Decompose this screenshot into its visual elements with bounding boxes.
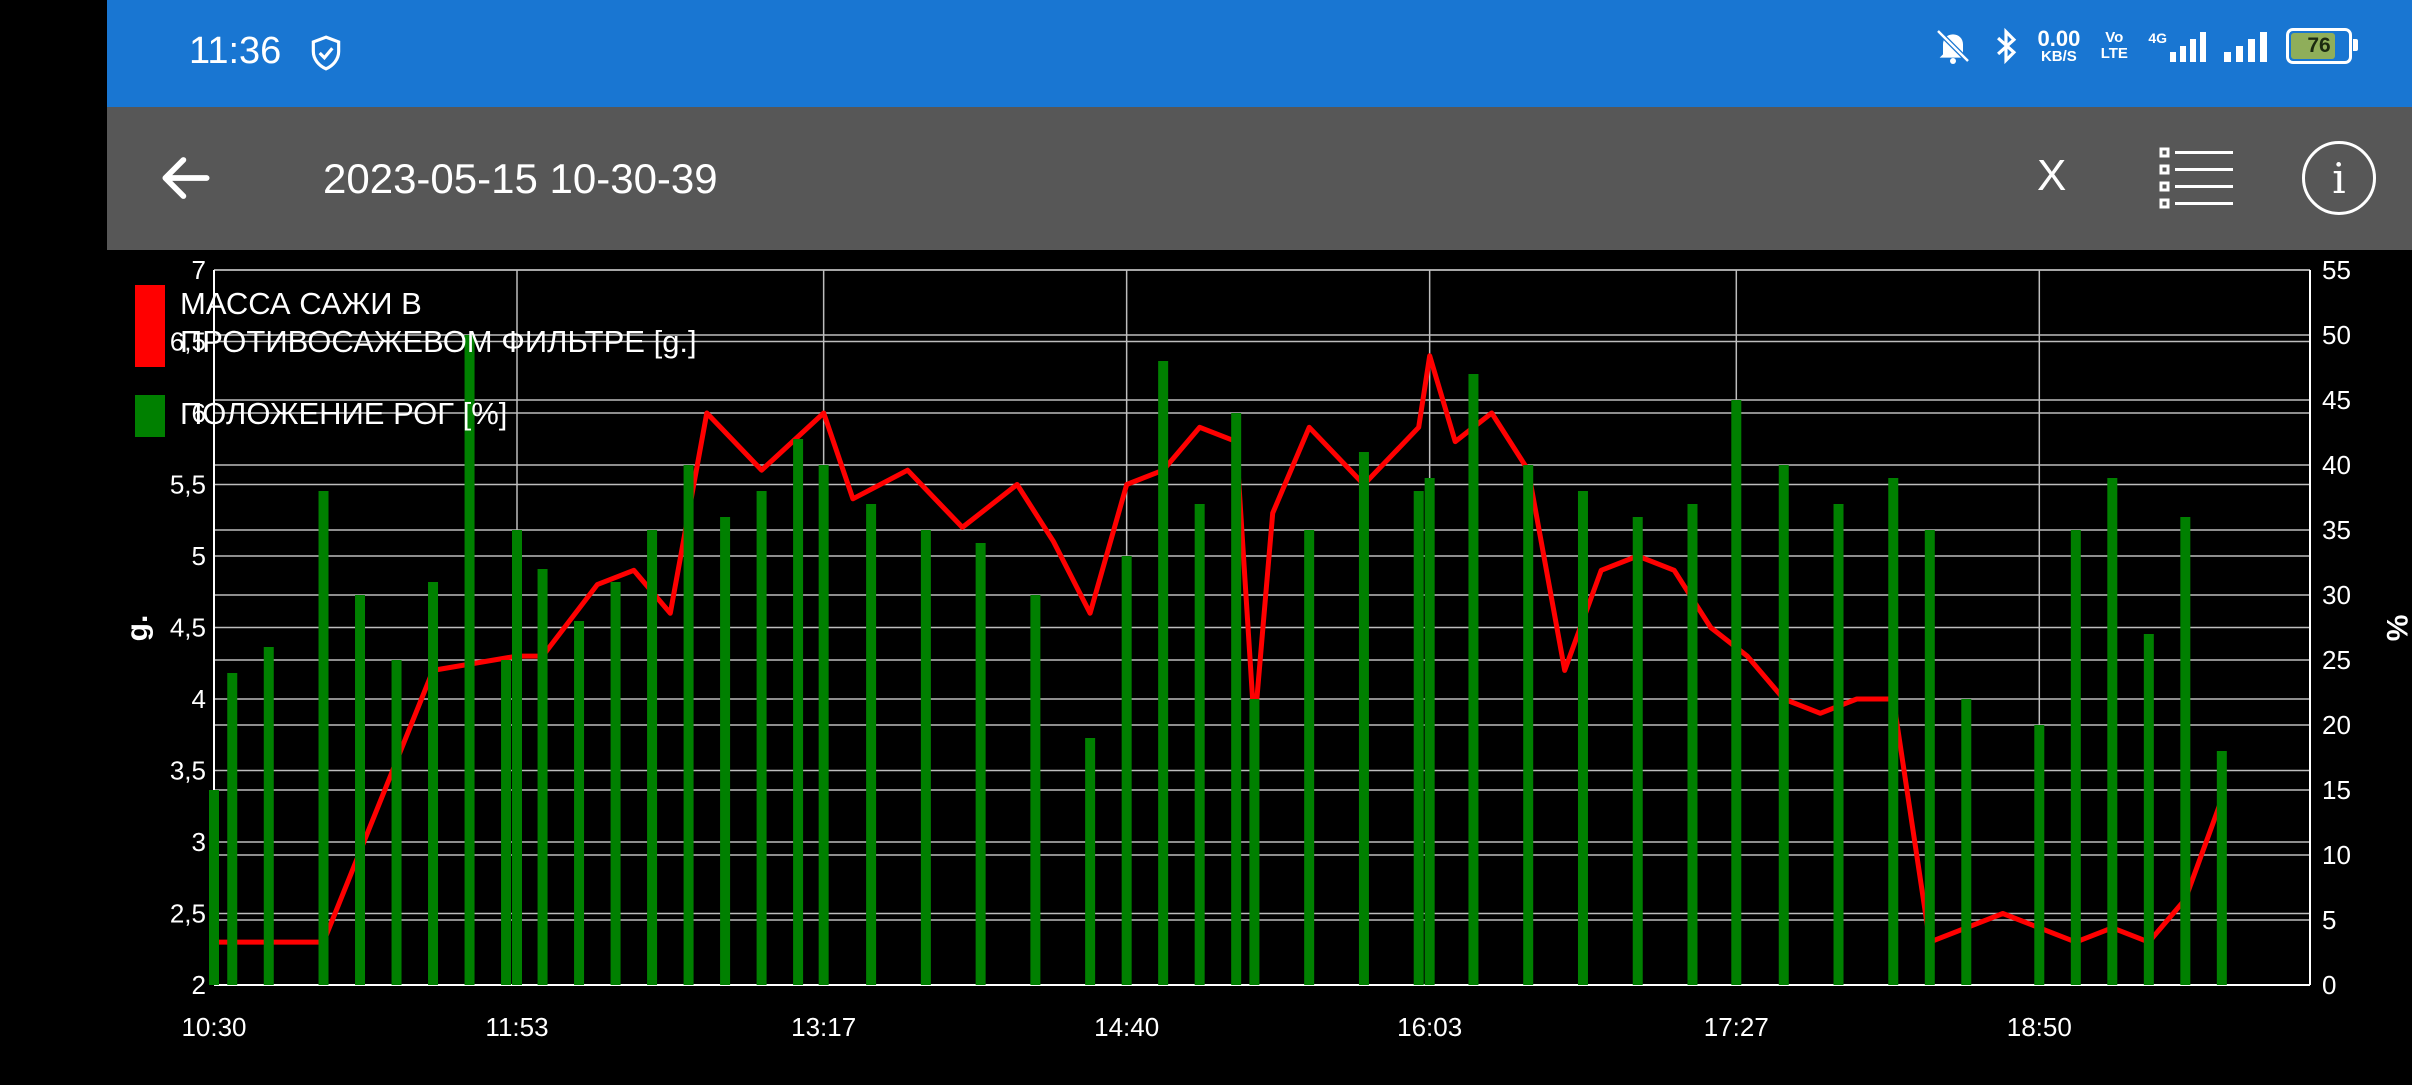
info-button[interactable]: i (2302, 141, 2376, 215)
y-right-tick-label: 15 (2322, 775, 2351, 805)
y-right-tick-label: 30 (2322, 580, 2351, 610)
y-left-tick-label: 5,5 (170, 470, 206, 500)
legend-label-soot: МАССА САЖИ В ПРОТИВОСАЖЕВОМ ФИЛЬТРЕ [g.] (180, 286, 697, 359)
y-right-tick-label: 50 (2322, 320, 2351, 350)
x-tick-label: 16:03 (1397, 1012, 1462, 1042)
series-0-line (214, 353, 2225, 945)
close-button[interactable]: X (2037, 151, 2067, 200)
line-chart[interactable]: 2 2,5 3 3,5 4 4,5 5 5,5 6 6,5 7 0 5 10 15 20 25 30 35 40 45 5… (107, 250, 2412, 1080)
y-left-tick-label: 4 (192, 684, 206, 714)
battery-indicator: 76 (2286, 28, 2358, 64)
y-right-tick-label: 20 (2322, 710, 2351, 740)
network-speed-unit: KB/S (2040, 48, 2077, 65)
back-arrow-icon[interactable] (155, 147, 217, 209)
y-right-tick-label: 40 (2322, 450, 2351, 480)
y-left-tick-label: 4,5 (170, 613, 206, 643)
info-icon: i (2332, 153, 2346, 203)
legend-item-soot: МАССА САЖИ В ПРОТИВОСАЖЕВОМ ФИЛЬТРЕ [g.] (135, 285, 740, 367)
chart-area: 2 2,5 3 3,5 4 4,5 5 5,5 6 6,5 7 0 5 10 15 20 25 30 35 40 45 5… (107, 250, 2412, 1085)
y-right-axis-title: % (2380, 615, 2412, 642)
app-toolbar: 2023-05-15 10-30-39 X i (107, 107, 2412, 250)
signal-bars-icon (2170, 32, 2206, 62)
y-right-tick-label: 5 (2322, 905, 2336, 935)
y-left-tick-label: 5 (192, 541, 206, 571)
y-right-tick-label: 0 (2322, 970, 2336, 1000)
bluetooth-icon (1997, 27, 2017, 65)
legend-swatch-soot (135, 285, 165, 367)
y-left-tick-label: 2 (192, 970, 206, 1000)
page-title: 2023-05-15 10-30-39 (323, 155, 718, 202)
x-tick-label: 14:40 (1094, 1012, 1159, 1042)
network-speed-value: 0.00 (2037, 26, 2081, 51)
y-right-tick-label: 10 (2322, 840, 2351, 870)
battery-level: 76 (2307, 34, 2331, 57)
y-left-tick-label: 6,5 (170, 327, 206, 357)
legend-swatch-pog (135, 395, 165, 437)
y-left-tick-label: 3,5 (170, 756, 206, 786)
shield-check-icon (311, 35, 341, 71)
y-left-tick-label: 7 (192, 255, 206, 285)
x-tick-label: 17:27 (1704, 1012, 1769, 1042)
signal-4g: 4G (2148, 30, 2206, 62)
y-right-tick-label: 35 (2322, 515, 2351, 545)
y-left-axis-title: g. (121, 615, 154, 642)
network-type: 4G (2148, 30, 2167, 46)
y-right-tick-label: 45 (2322, 385, 2351, 415)
y-left-tick-label: 2,5 (170, 899, 206, 929)
list-menu-icon[interactable] (2159, 147, 2235, 209)
x-tick-label: 10:30 (181, 1012, 246, 1042)
bell-muted-icon (1936, 29, 1971, 64)
signal-bars-2-icon (2224, 32, 2267, 62)
x-tick-label: 11:53 (485, 1012, 548, 1042)
battery-fill (2291, 33, 2335, 59)
status-bar: 11:36 0.00 KB/S Vo LTE 4G (107, 0, 2412, 107)
chart-legend: МАССА САЖИ В ПРОТИВОСАЖЕВОМ ФИЛЬТРЕ [g.]… (135, 285, 740, 465)
volte-indicator: Vo LTE (2100, 29, 2128, 62)
left-edge-strip (0, 0, 107, 1080)
network-speed: 0.00 KB/S (2037, 26, 2081, 65)
status-icons: 0.00 KB/S Vo LTE 4G 76 (1931, 26, 2358, 66)
y-left-tick-label: 3 (192, 827, 206, 857)
x-tick-label: 18:50 (2007, 1012, 2072, 1042)
legend-label-pog: ПОЛОЖЕНИЕ РОГ [%] (180, 396, 508, 431)
legend-item-pog: ПОЛОЖЕНИЕ РОГ [%] (135, 395, 740, 437)
x-tick-label: 13:17 (791, 1012, 856, 1042)
status-time: 11:36 (189, 30, 282, 72)
y-left-tick-label: 6 (192, 398, 206, 428)
y-right-tick-label: 25 (2322, 645, 2351, 675)
y-right-tick-label: 55 (2322, 255, 2351, 285)
